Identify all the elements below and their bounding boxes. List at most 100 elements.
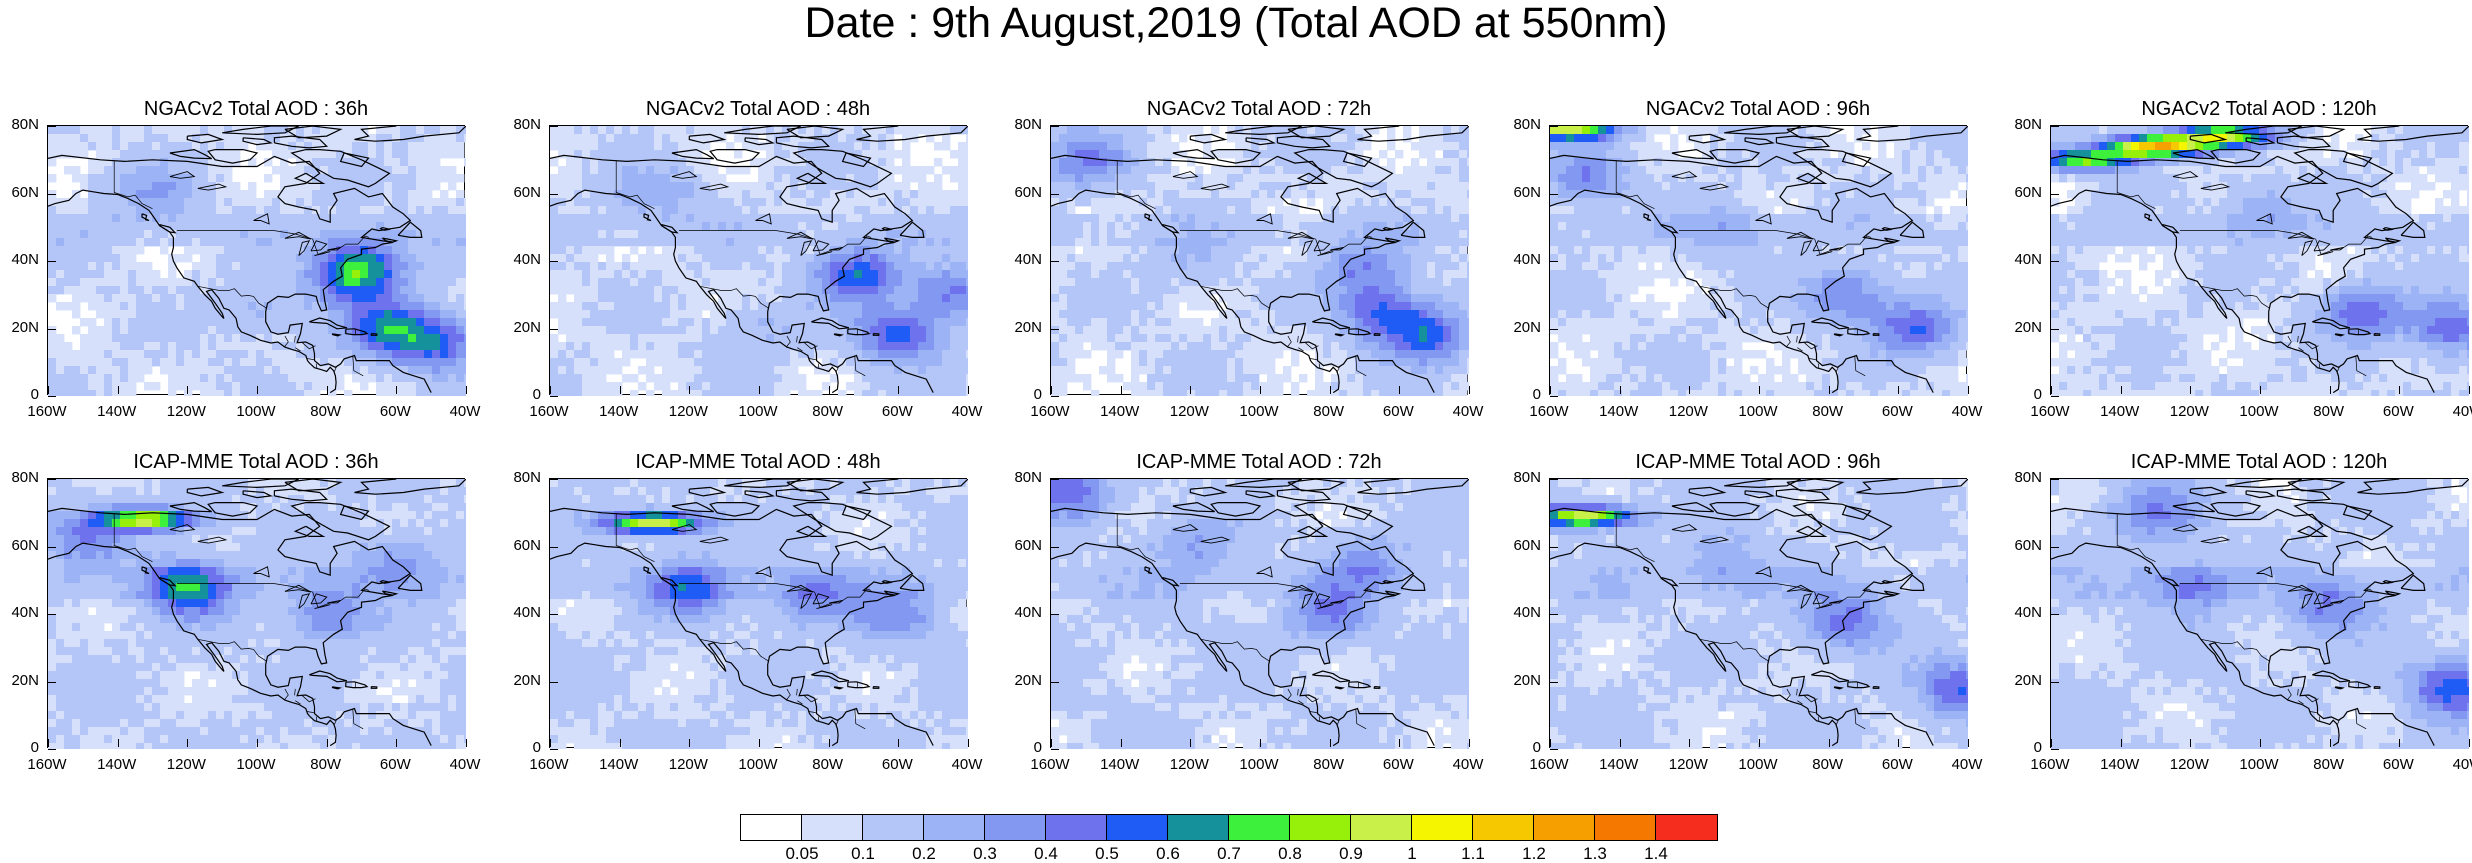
lat-label: 40N <box>1513 252 1541 268</box>
colorbar-label: 0.4 <box>1034 845 1058 863</box>
lat-label: 20N <box>2014 673 2042 689</box>
x-tick <box>898 386 899 394</box>
x-tick <box>2330 739 2331 747</box>
colorbar-swatch <box>1412 815 1473 840</box>
lat-label: 0 <box>533 387 541 403</box>
lat-label: 80N <box>2014 470 2042 486</box>
panel-title: NGACv2 Total AOD : 72h <box>1050 97 1468 121</box>
lon-label: 80W <box>310 757 341 773</box>
x-tick <box>2469 739 2470 747</box>
lon-label: 140W <box>1100 404 1139 420</box>
colorbar-label: 1.4 <box>1644 845 1668 863</box>
lon-label: 120W <box>167 757 206 773</box>
y-tick <box>1550 547 1558 548</box>
x-tick <box>2051 386 2052 394</box>
x-tick <box>1829 386 1830 394</box>
colorbar-swatch <box>924 815 985 840</box>
lon-label: 100W <box>236 757 275 773</box>
x-tick <box>689 386 690 394</box>
aod-field <box>1550 479 1968 749</box>
lon-label: 120W <box>2170 404 2209 420</box>
lon-label: 140W <box>599 757 638 773</box>
lon-label: 160W <box>1030 404 1069 420</box>
lon-label: 40W <box>2453 404 2472 420</box>
x-tick <box>1689 386 1690 394</box>
colorbar-label: 1.3 <box>1583 845 1607 863</box>
y-tick <box>1550 126 1558 127</box>
colorbar-swatch <box>802 815 863 840</box>
x-tick <box>1260 386 1261 394</box>
colorbar-swatch <box>1168 815 1229 840</box>
x-tick <box>2260 739 2261 747</box>
lat-label: 80N <box>1014 470 1042 486</box>
x-tick <box>1399 739 1400 747</box>
lon-label: 100W <box>738 757 777 773</box>
lon-label: 160W <box>27 757 66 773</box>
lon-label: 160W <box>27 404 66 420</box>
lon-label: 80W <box>2313 404 2344 420</box>
x-tick <box>257 739 258 747</box>
lon-label: 100W <box>1738 757 1777 773</box>
panel-title: NGACv2 Total AOD : 36h <box>47 97 465 121</box>
y-tick <box>2051 479 2059 480</box>
y-tick <box>48 614 56 615</box>
lon-label: 60W <box>2383 757 2414 773</box>
x-tick <box>1898 386 1899 394</box>
lon-label: 40W <box>450 404 481 420</box>
aod-field <box>550 126 968 396</box>
lon-label: 120W <box>1669 404 1708 420</box>
colorbar-swatch <box>1229 815 1290 840</box>
lat-label: 0 <box>31 740 39 756</box>
lon-label: 40W <box>1453 404 1484 420</box>
lon-label: 120W <box>669 404 708 420</box>
aod-map <box>2050 478 2468 748</box>
x-tick <box>1759 739 1760 747</box>
lat-label: 40N <box>513 605 541 621</box>
aod-map <box>1549 125 1967 395</box>
x-tick <box>48 739 49 747</box>
x-tick <box>2399 739 2400 747</box>
y-tick <box>1550 682 1558 683</box>
x-tick <box>1260 739 1261 747</box>
colorbar-swatch <box>1046 815 1107 840</box>
x-tick <box>118 386 119 394</box>
lat-label: 0 <box>1533 740 1541 756</box>
lon-label: 160W <box>2030 404 2069 420</box>
lon-label: 100W <box>2239 404 2278 420</box>
colorbar-swatch <box>1290 815 1351 840</box>
lon-label: 60W <box>1383 404 1414 420</box>
x-tick <box>620 386 621 394</box>
lat-label: 40N <box>1014 605 1042 621</box>
aod-field <box>550 479 968 749</box>
lat-label: 0 <box>2034 740 2042 756</box>
x-tick <box>1051 386 1052 394</box>
lon-label: 160W <box>529 757 568 773</box>
lat-label: 40N <box>513 252 541 268</box>
lon-label: 140W <box>2100 757 2139 773</box>
aod-map <box>2050 125 2468 395</box>
aod-field <box>2051 479 2469 749</box>
colorbar-label: 0.8 <box>1278 845 1302 863</box>
lon-label: 120W <box>1170 757 1209 773</box>
lat-label: 20N <box>513 673 541 689</box>
lon-label: 40W <box>2453 757 2472 773</box>
x-tick <box>2399 386 2400 394</box>
aod-field <box>48 126 466 396</box>
y-tick <box>550 614 558 615</box>
x-tick <box>187 386 188 394</box>
lon-label: 80W <box>1313 757 1344 773</box>
x-tick <box>118 739 119 747</box>
lat-label: 60N <box>1513 538 1541 554</box>
y-tick <box>1051 614 1059 615</box>
y-tick <box>48 194 56 195</box>
lon-label: 100W <box>1738 404 1777 420</box>
colorbar-swatch <box>1351 815 1412 840</box>
y-tick <box>1550 194 1558 195</box>
y-tick <box>550 396 558 397</box>
lat-label: 80N <box>1513 117 1541 133</box>
y-tick <box>550 479 558 480</box>
colorbar-label: 0.2 <box>912 845 936 863</box>
colorbar-swatch <box>1107 815 1168 840</box>
